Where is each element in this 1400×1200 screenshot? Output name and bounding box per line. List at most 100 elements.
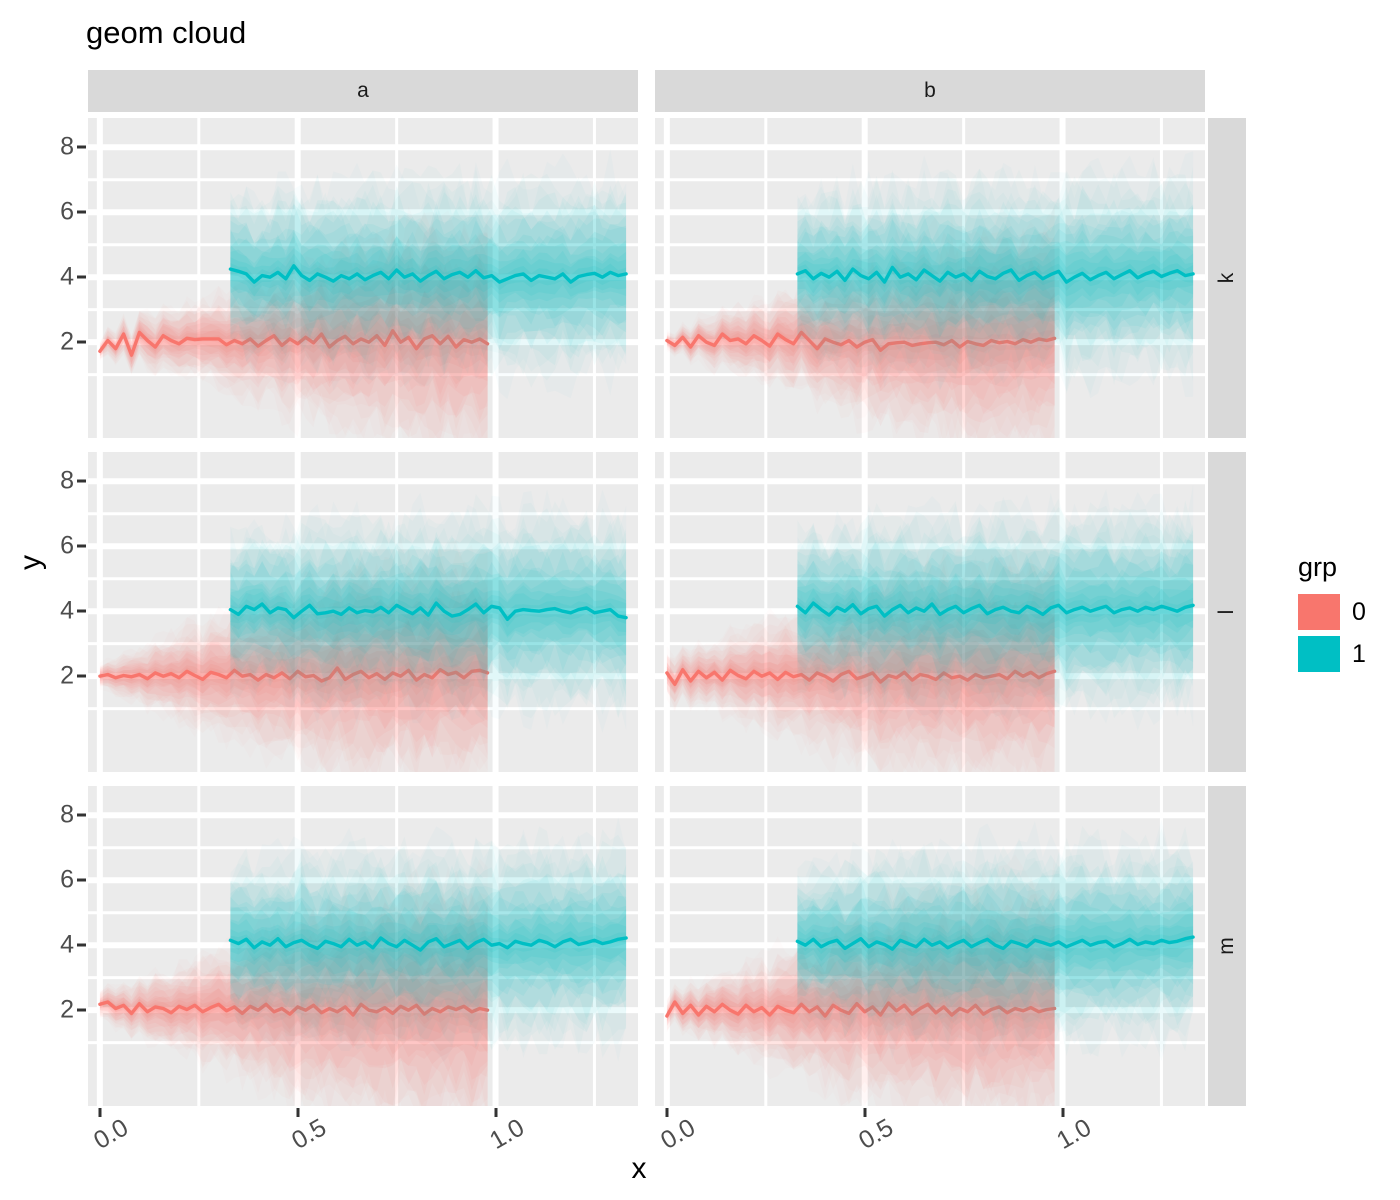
mean-line-group-1 <box>795 265 1195 284</box>
cloud-band <box>666 901 1055 1106</box>
y-tick-mark <box>77 878 86 882</box>
y-tick-mark <box>77 674 86 678</box>
mean-line-group-1 <box>228 936 628 952</box>
legend-label-group-0: 0 <box>1352 597 1366 626</box>
legend-item-0[interactable]: 0 <box>1298 591 1366 633</box>
x-tick-mark <box>863 1108 867 1117</box>
cloud-band <box>666 270 1055 414</box>
cloud-band <box>797 253 1194 297</box>
facet-col-strip-a: a <box>88 70 638 112</box>
y-tick-mark <box>77 813 86 817</box>
y-tick-label: 2 <box>60 327 74 356</box>
mean-line-group-0 <box>665 1000 1057 1018</box>
y-tick-label: 8 <box>60 466 74 495</box>
cloud-band <box>797 228 1194 324</box>
facet-row-strip-k: k <box>1208 118 1246 438</box>
cloud-band <box>99 237 488 438</box>
y-tick-mark <box>77 479 86 483</box>
facet-panel-a-m <box>88 786 638 1106</box>
cloud-band <box>666 587 1055 762</box>
panel-canvas <box>88 118 638 438</box>
cloud-band <box>666 604 1055 745</box>
y-tick-label: 4 <box>60 596 74 625</box>
gridlines <box>655 786 1205 1106</box>
facet-panel-b-m <box>655 786 1205 1106</box>
cloud-band <box>666 300 1055 381</box>
cloud-band <box>99 257 488 421</box>
cloud-band <box>99 901 488 1106</box>
cloud-band <box>666 252 1055 429</box>
cloud-band <box>666 956 1055 1067</box>
facet-panel-a-l <box>88 452 638 772</box>
cloud-band <box>797 185 1194 362</box>
legend-title: grp <box>1298 552 1338 582</box>
facet-panel-b-l <box>655 452 1205 772</box>
x-tick-label: 0.0 <box>655 1113 700 1155</box>
y-tick-label: 2 <box>60 995 74 1024</box>
y-tick-label: 6 <box>60 197 74 226</box>
mean-line-group-1 <box>228 264 628 284</box>
cloud-band <box>666 576 1055 772</box>
cloud-band <box>230 587 627 637</box>
cloud-band <box>666 931 1055 1090</box>
mean-line-group-0 <box>665 668 1057 686</box>
cloud-band <box>230 564 627 656</box>
x-tick-label: 0.5 <box>853 1113 898 1155</box>
cloud-band <box>99 606 488 750</box>
cloud-band <box>797 260 1194 291</box>
cloud-band <box>797 552 1194 663</box>
cloud-band <box>230 231 627 325</box>
cloud-band-group-1 <box>797 185 1194 362</box>
cloud-band <box>99 312 488 362</box>
cloud-band <box>666 292 1055 388</box>
cloud-band <box>666 949 1055 1073</box>
cloud-band <box>666 327 1055 357</box>
cloud-band <box>797 904 1194 982</box>
legend-item-1[interactable]: 1 <box>1298 633 1366 675</box>
cloud-band-group-0 <box>666 239 1055 438</box>
facet-panel-a-k <box>88 118 638 438</box>
cloud-band <box>666 633 1055 718</box>
panel-canvas <box>655 786 1205 1106</box>
cloud-band <box>666 922 1055 1102</box>
gridlines <box>88 786 638 1106</box>
x-tick-label: 1.0 <box>484 1113 529 1155</box>
legend-label-group-1: 1 <box>1352 639 1366 668</box>
legend-key-group-0 <box>1298 594 1340 630</box>
legend-key-group-1 <box>1298 636 1340 672</box>
x-axis-title: x <box>631 1152 647 1185</box>
x-tick-label: 0.5 <box>286 1113 331 1155</box>
mean-line-group-0 <box>665 330 1057 352</box>
cloud-band <box>797 882 1194 1001</box>
cloud-band <box>230 545 627 673</box>
cloud-band <box>797 888 1194 995</box>
legend: grp 0 1 <box>1298 552 1366 675</box>
facet-row-strip-m: m <box>1208 786 1246 1106</box>
facet-col-strip-a-label: a <box>357 79 369 102</box>
cloud-band <box>230 579 627 638</box>
cloud-band <box>666 622 1055 729</box>
y-tick-mark <box>77 609 86 613</box>
cloud-band-group-0 <box>666 576 1055 772</box>
y-tick-label: 4 <box>60 262 74 291</box>
y-tick-label: 6 <box>60 865 74 894</box>
y-tick-mark <box>77 340 86 344</box>
cloud-band <box>797 236 1194 315</box>
facet-panel-b-k <box>655 118 1205 438</box>
facet-col-strip-b: b <box>655 70 1205 112</box>
cloud-band <box>666 239 1055 438</box>
cloud-band <box>797 912 1194 973</box>
facet-row-strip-k-label: k <box>1215 272 1238 284</box>
y-tick-mark <box>77 943 86 947</box>
y-tick-mark <box>77 210 86 214</box>
x-tick-mark <box>1061 1108 1065 1117</box>
mean-line-group-0 <box>98 1000 490 1017</box>
x-tick-mark <box>494 1108 498 1117</box>
y-tick-label: 8 <box>60 132 74 161</box>
x-tick-mark <box>98 1108 102 1117</box>
cloud-band <box>666 282 1055 402</box>
cloud-band <box>666 615 1055 735</box>
x-tick-mark <box>665 1108 669 1117</box>
x-tick-label: 0.0 <box>88 1113 133 1155</box>
